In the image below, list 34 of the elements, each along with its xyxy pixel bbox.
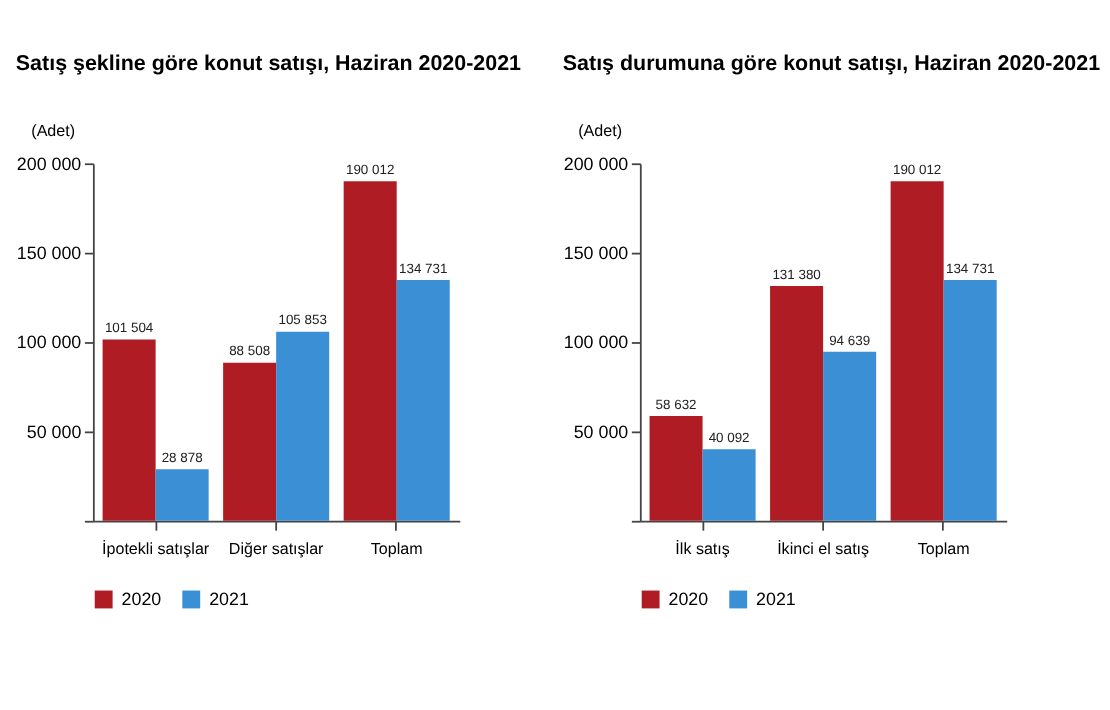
bar [343,181,397,521]
bar [890,181,944,521]
bar [276,331,330,521]
bar [770,286,824,521]
x-tick-label: İlk satış [675,539,730,558]
legend-label: 2021 [209,588,249,609]
y-axis-title: (Adet) [578,121,623,140]
bar [702,449,756,521]
chart-title: Satış durumuna göre konut satışı, Haziran 2020-2021 [562,52,1101,77]
y-tick-label: 100 000 [563,332,629,353]
bar [396,280,450,521]
y-axis-title: (Adet) [31,121,76,140]
x-tick-label: Toplam [370,539,424,558]
legend-label: 2021 [756,588,796,609]
y-tick-label: 50 000 [573,421,629,442]
x-tick-label: İkinci el satış [777,539,870,558]
bar [649,416,703,521]
y-tick-label: 50 000 [26,421,82,442]
x-tick-label: Toplam [917,539,971,558]
y-tick-label: 150 000 [563,242,629,263]
legend-label: 2020 [668,588,709,609]
x-tick-label: İpotekli satışlar [102,539,210,558]
y-tick-label: 200 000 [563,153,629,174]
chart-title: Satış şekline göre konut satışı, Haziran 2020-2021 [15,52,522,77]
bar [823,351,877,521]
bar [223,362,277,521]
bar [943,280,997,521]
y-tick-label: 200 000 [16,153,82,174]
legend-label: 2020 [121,588,162,609]
y-tick-label: 100 000 [16,332,82,353]
x-tick-label: Diğer satışlar [228,539,325,558]
bar [102,339,156,521]
bar [155,469,209,521]
y-tick-label: 150 000 [16,242,82,263]
